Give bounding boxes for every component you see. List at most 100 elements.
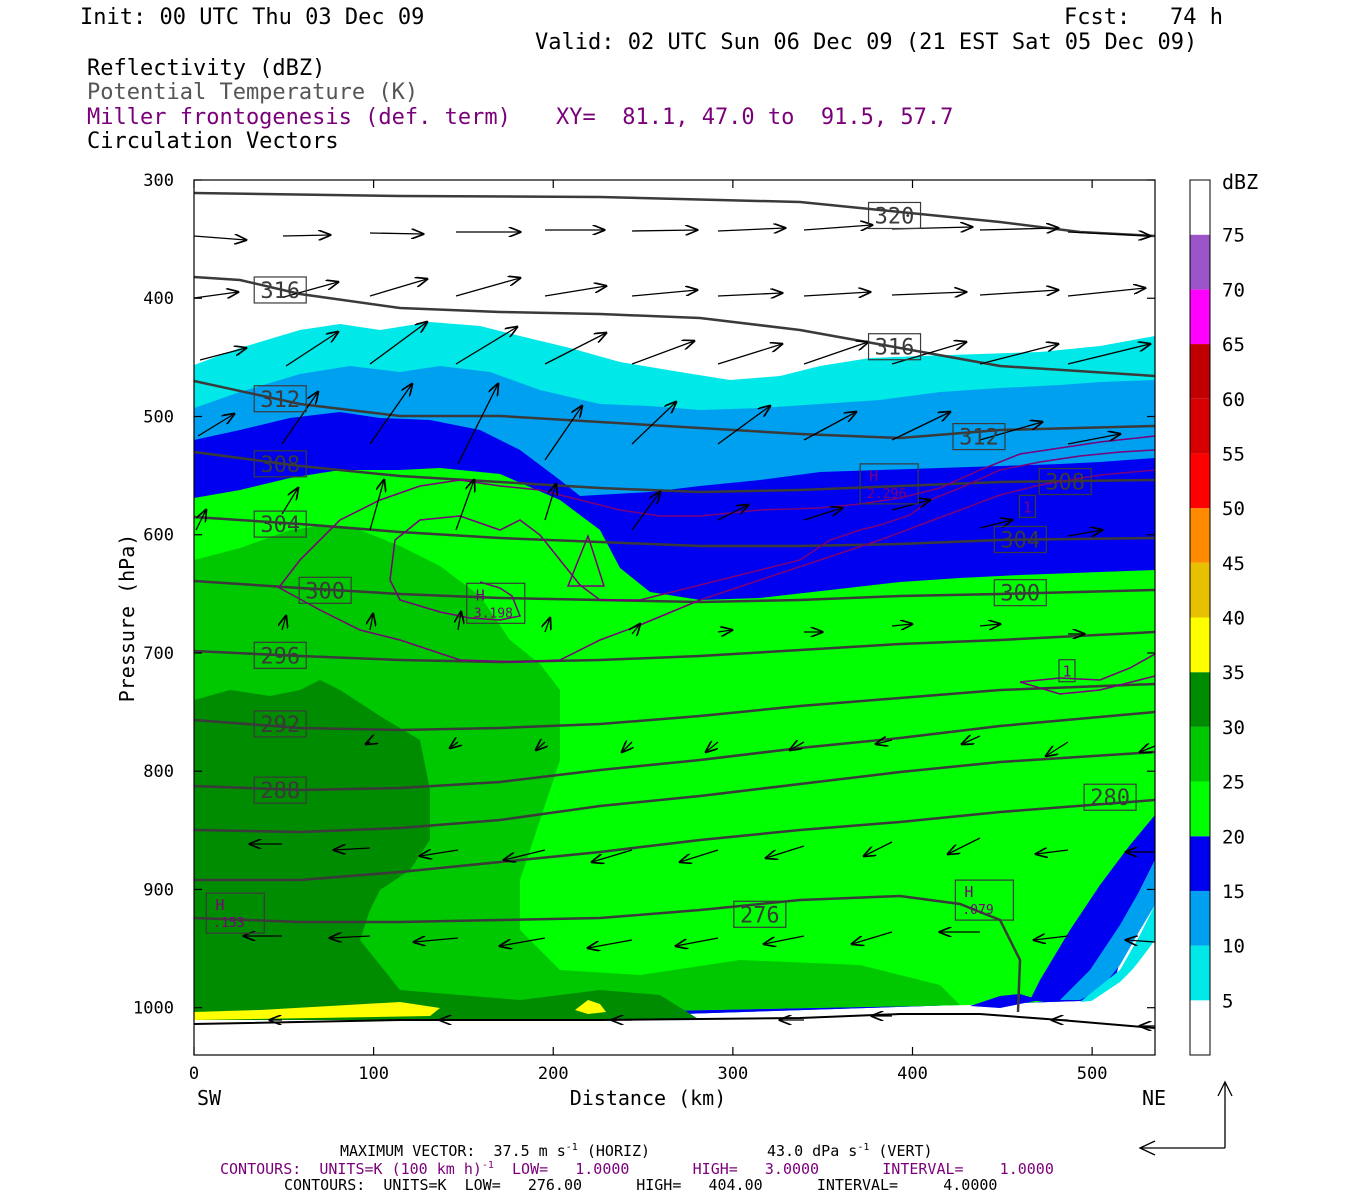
fronto-3-loop [389,579,522,621]
circulation-vectors [193,225,1156,1026]
colorbar-label-20: 20 [1222,826,1245,848]
colorbar-segment-3 [1190,836,1210,891]
refl-blue-right-10 [1060,860,1155,1000]
valid-time: Valid: 02 UTC Sun 06 Dec 09 (21 EST Sat … [535,30,1198,55]
colorbar-label-35: 35 [1222,662,1245,684]
orientation-icon [1138,1080,1233,1156]
plot-frame [193,179,1156,1056]
fronto-h-triangle [566,533,606,587]
theta-300-line [194,579,1155,604]
colorbar-segment-9 [1190,508,1210,563]
fronto-h-marker-1: H [869,467,878,485]
theta-label-box-12 [253,710,307,738]
colorbar-label-40: 40 [1222,608,1245,630]
colorbar-segment-4 [1190,781,1210,837]
theta-label-300: 300 [305,579,345,604]
colorbar-label-65: 65 [1222,334,1245,356]
colorbar-label-70: 70 [1222,279,1245,301]
theta-label-316: 316 [875,336,915,361]
theta-label-box-5 [253,450,307,478]
y-axis: 300 400 500 600 700 800 900 1000 [133,171,1155,1019]
theta-label-box-15 [733,900,787,928]
theta-label-304: 304 [1000,528,1040,553]
frontogenesis-contours [275,435,1155,695]
colorbar-segment-10 [1190,453,1210,509]
theta-292-line [194,682,1155,732]
field-frontogenesis: Miller frontogenesis (def. term) [87,105,511,130]
theta-label-box-10 [993,579,1047,607]
init-time: Init: 00 UTC Thu 03 Dec 09 [80,5,425,30]
x-tick-label-500: 500 [1077,1064,1108,1084]
y-tick-label-300: 300 [143,171,174,191]
colorbar-label-25: 25 [1222,772,1245,794]
fronto-right-low-2 [1019,675,1155,695]
colorbar-segment-8 [1190,562,1210,618]
theta-label-box-14 [1083,783,1137,811]
fronto-h-box-2 [954,879,1014,921]
refl-35-sliver [194,1002,440,1020]
colorbar-segment-11 [1190,398,1210,454]
fronto-h-box-1 [859,463,919,505]
x-axis: 0 100 200 300 400 500 [189,180,1108,1084]
theta-labels: 320 316 316 312 312 308 308 304 304 300 300 296 292 2… [253,201,1137,928]
refl-blue-sliver [970,994,1040,1008]
fronto-h-box-3 [205,892,265,934]
theta-label-308: 308 [260,453,300,478]
colorbar-segment-7 [1190,617,1210,673]
footer-max-vector: MAXIMUM VECTOR: 37.5 m s-1 (HORIZ) [340,1142,651,1160]
theta-280-line [194,798,1155,882]
colorbar-segment-2 [1190,890,1210,946]
theta-label-box-6 [1038,467,1092,496]
theta-label-box-4 [952,422,1006,451]
fronto-num-box-5 [1058,659,1076,683]
x-axis-left-end-label: SW [197,1086,222,1110]
fronto-h-value-3: .153 [213,916,244,931]
y-axis-label: Pressure (hPa) [115,534,139,703]
refl-white-corner [1080,945,1155,1030]
theta-label-box-11 [253,641,307,669]
fronto-1-contour-left [279,435,1155,587]
x-tick-label-0: 0 [189,1064,199,1084]
theta-label-304: 304 [260,513,300,538]
fronto-h-box-0 [466,582,526,624]
colorbar-segment-13 [1190,289,1210,345]
x-axis-label: Distance (km) [570,1086,727,1110]
fronto-h-value-1: 2.296 [867,487,906,502]
colorbar-segment-5 [1190,726,1210,782]
fronto-h-marker-3: H [215,896,224,914]
fronto-right-low [1019,653,1155,683]
fronto-h-marker-0: H [476,586,485,604]
x-tick-label-200: 200 [538,1064,569,1084]
theta-label-box-9 [298,576,352,604]
theta-label-box-2 [867,333,922,361]
fronto-num-box-4 [1018,494,1037,518]
fronto-num-label-4: 1 [1023,498,1032,516]
refl-30-blob [720,975,830,1005]
theta-label-312: 312 [959,426,999,451]
refl-blue-right-5 [1080,905,1155,1002]
colorbar-label-60: 60 [1222,389,1245,411]
theta-272-line [194,1013,1155,1029]
theta-label-288: 288 [260,779,300,804]
theta-label-312: 312 [260,388,300,413]
fronto-h-marker-2: H [964,883,973,901]
colorbar-segment-14 [1190,234,1210,290]
x-tick-label-400: 400 [897,1064,928,1084]
fronto-h-value-0: 3.198 [474,606,513,621]
forecast-hour: Fcst: 74 h [1064,5,1223,30]
colorbar-label-30: 30 [1222,717,1245,739]
fronto-2-contour [389,449,1155,601]
theta-label-box-7 [253,510,307,538]
theta-284-line [194,750,1155,834]
y-tick-label-1000: 1000 [133,999,174,1019]
theta-label-276: 276 [740,903,780,928]
colorbar-label-10: 10 [1222,936,1245,958]
colorbar-segment-6 [1190,672,1210,727]
colorbar-label-15: 15 [1222,881,1245,903]
theta-label-292: 292 [260,713,300,738]
colorbar-unit-label: dBZ [1222,170,1258,194]
theta-label-300: 300 [1000,582,1040,607]
theta-316-line [194,275,1155,378]
field-potential-temperature: Potential Temperature (K) [87,80,419,105]
